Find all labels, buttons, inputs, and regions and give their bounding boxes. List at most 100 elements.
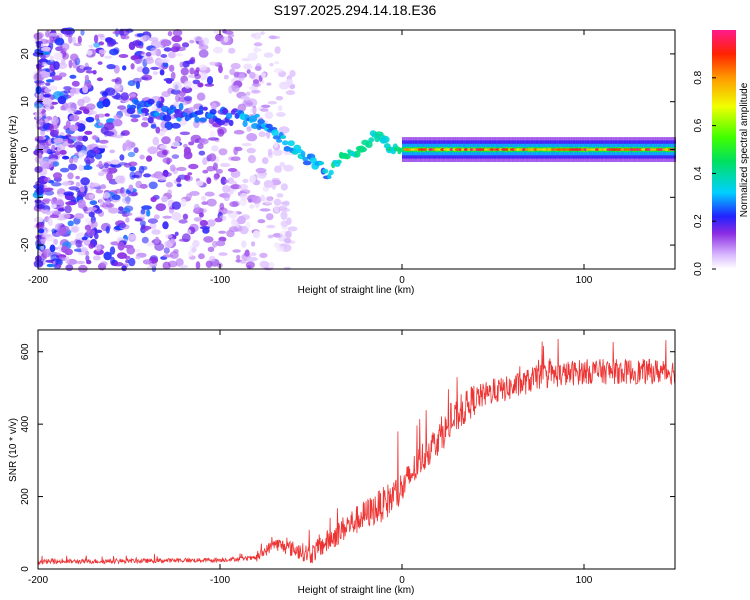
ridge-blob	[365, 141, 373, 148]
spectrogram-cell	[51, 116, 59, 125]
spectrogram-cell	[229, 68, 236, 76]
spectrogram-cell	[103, 162, 109, 169]
spectrogram-cell	[68, 186, 80, 191]
spectrogram-cell	[214, 217, 223, 223]
spectrogram-cell	[277, 105, 283, 112]
spectrogram-cell	[157, 58, 168, 63]
spectrogram-cell	[68, 136, 78, 140]
spectrogram-cell	[270, 35, 281, 40]
ridge-blob	[154, 112, 160, 117]
ridge-peak	[449, 148, 454, 151]
spectrogram-cell	[182, 60, 190, 68]
ridge-blob	[147, 98, 155, 105]
y-tick-label: 20	[20, 48, 31, 60]
ridge-blob	[276, 139, 283, 143]
spectrogram-cell	[189, 67, 195, 75]
spectrogram-cell	[283, 266, 292, 271]
spectrogram-cell	[273, 141, 278, 148]
spectrogram-cell	[279, 161, 286, 168]
spectrogram-cell	[117, 210, 128, 215]
spectrogram-cell	[247, 155, 256, 164]
spectrogram-cell	[85, 103, 96, 110]
spectrogram-cell	[148, 37, 159, 42]
spectrogram-cell	[161, 136, 171, 145]
spectrogram-cell	[248, 86, 259, 90]
ridge-blob	[140, 108, 150, 114]
ridge-blob	[318, 161, 325, 165]
spectrogram-cell	[121, 196, 132, 204]
spectrogram-cell	[276, 112, 286, 117]
spectrogram-cell	[88, 243, 94, 249]
spectrogram-cell	[141, 117, 149, 121]
spectrogram-cell	[289, 70, 296, 77]
spectrogram-cell	[67, 139, 75, 144]
spectrogram-cell	[146, 242, 155, 247]
spectrogram-cell	[118, 54, 129, 58]
ridge-peak	[653, 148, 658, 151]
ridge-blob	[226, 112, 233, 120]
spectrogram-cell	[68, 35, 73, 44]
spectrogram-cell	[222, 185, 231, 193]
spectrogram-cell	[266, 82, 272, 86]
spectrogram-cell	[189, 39, 195, 44]
spectrogram-cell	[175, 94, 181, 103]
spectrogram-cell	[125, 190, 131, 194]
ridge-blob	[248, 115, 258, 123]
spectrogram-cell	[60, 212, 71, 220]
ridge-blob	[380, 135, 390, 144]
snr-series-line	[37, 338, 676, 566]
spectrogram-cell	[96, 163, 104, 168]
spectrogram-cell	[230, 62, 241, 70]
spectrogram-cell	[97, 113, 105, 118]
spectrogram-cell	[45, 82, 51, 86]
spectrogram-cell	[274, 165, 283, 173]
spectrogram-cell	[85, 70, 94, 74]
spectrogram-cell	[179, 61, 184, 68]
spectrogram-cell	[49, 124, 54, 133]
spectrogram-cell	[64, 248, 73, 256]
spectrogram-cell	[77, 199, 86, 208]
spectrogram-cell	[57, 96, 67, 105]
spectrogram-cell	[122, 65, 127, 71]
spectrogram-cell	[92, 70, 97, 75]
spectrogram-cell	[160, 39, 172, 47]
spectrogram-cell	[176, 177, 182, 183]
spectrogram-cell	[130, 118, 139, 123]
spectrogram-cell	[128, 41, 136, 51]
spectrogram-cell	[125, 212, 133, 216]
snr-y-ticks: 0 200 400 600	[20, 343, 675, 572]
spectrogram-cell	[42, 198, 51, 202]
spectrogram-cell	[276, 245, 285, 252]
spectrogram-cell	[86, 188, 94, 192]
spectrogram-cell	[125, 145, 132, 151]
spectrogram-cell	[141, 166, 148, 171]
spectrogram-cell	[134, 59, 142, 64]
spectrogram-cell	[98, 139, 109, 144]
ridge-blob	[242, 119, 248, 128]
spectrogram-cell	[153, 214, 160, 220]
spectrogram-cell	[239, 259, 247, 264]
snr-x-label: Height of straight line (km)	[298, 585, 415, 596]
spectrogram-cell	[90, 220, 98, 229]
spectrogram-cell	[49, 55, 54, 62]
spectrogram-cell	[59, 149, 67, 155]
spectrogram-cell	[245, 261, 255, 269]
spectrogram-cell	[260, 72, 267, 78]
spectrogram-cell	[106, 167, 118, 174]
spectrogram-cell	[261, 104, 271, 109]
spectrogram-cell	[117, 241, 125, 251]
spectrogram-cell	[95, 189, 104, 194]
spectrogram-cell	[37, 136, 44, 144]
spectrogram-cell	[51, 204, 57, 209]
spectrogram-cell	[273, 68, 284, 74]
spectrogram-cell	[85, 217, 91, 224]
ridge-blob	[257, 119, 265, 125]
ridge-blob	[368, 137, 375, 143]
spectrogram-cell	[253, 79, 259, 84]
spectrogram-cell	[73, 141, 84, 150]
spectrogram-cell	[130, 114, 141, 118]
colorbar-ticks: 0.0 0.2 0.4 0.6 0.8	[693, 70, 716, 276]
spectrogram-cell	[154, 236, 160, 245]
spectrogram-cell	[86, 229, 96, 237]
spectrogram-cell	[53, 61, 60, 70]
